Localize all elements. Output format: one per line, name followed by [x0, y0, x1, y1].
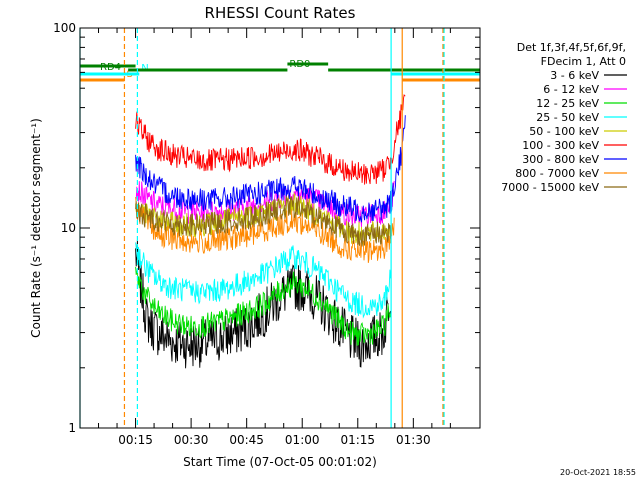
series-line-300-800-kev-6	[135, 115, 406, 223]
y-tick-label-0: 1	[68, 421, 76, 435]
y-axis-label: Count Rate (s⁻¹ detector segment⁻¹)	[29, 118, 43, 338]
status-bar-label-rd4: RD4	[100, 62, 121, 73]
axes-layer: 00:15 00:30 00:45 01:00 01:15 01:30 1 10 100	[53, 21, 481, 447]
legend-label-8: 7000 - 15000 keV	[501, 181, 599, 194]
series-line-100-300-kev-5	[135, 93, 406, 185]
legend-label-1: 6 - 12 keV	[543, 83, 599, 96]
timestamp-text: 20-Oct-2021 18:55	[560, 468, 636, 477]
series-line-25-50-kev-3	[135, 242, 391, 319]
x-axis-label: Start Time (07-Oct-05 00:01:02)	[183, 455, 377, 469]
legend-header-line-2: FDecim 1, Att 0	[541, 55, 626, 68]
legend-header-line-1: Det 1f,3f,4f,5f,6f,9f,	[517, 41, 626, 54]
x-tick-label-0: 00:15	[118, 433, 153, 447]
y-tick-label-2: 100	[53, 21, 76, 35]
x-tick-label-5: 01:30	[396, 433, 431, 447]
x-tick-label-4: 01:15	[340, 433, 375, 447]
legend-label-0: 3 - 6 keV	[550, 69, 599, 82]
y-tick-label-1: 10	[61, 221, 76, 235]
series-line-800-7000-kev-7	[135, 197, 395, 263]
series-line-12-25-kev-2	[135, 266, 391, 346]
legend-label-6: 300 - 800 keV	[522, 153, 599, 166]
legend-label-2: 12 - 25 keV	[536, 97, 599, 110]
legend-label-3: 25 - 50 keV	[536, 111, 599, 124]
legend-label-5: 100 - 300 keV	[522, 139, 599, 152]
legend-label-7: 800 - 7000 keV	[515, 167, 599, 180]
x-tick-label-2: 00:45	[229, 433, 264, 447]
x-tick-label-1: 00:30	[174, 433, 209, 447]
series-line-7000-15000-kev-8	[135, 196, 391, 247]
chart-title: RHESSI Count Rates	[205, 4, 356, 22]
x-tick-label-3: 01:00	[285, 433, 320, 447]
series-layer	[135, 93, 406, 369]
overlay-layer: SNRD4RD0	[79, 28, 480, 428]
plot-frame	[79, 27, 481, 429]
legend-label-4: 50 - 100 keV	[529, 125, 599, 138]
